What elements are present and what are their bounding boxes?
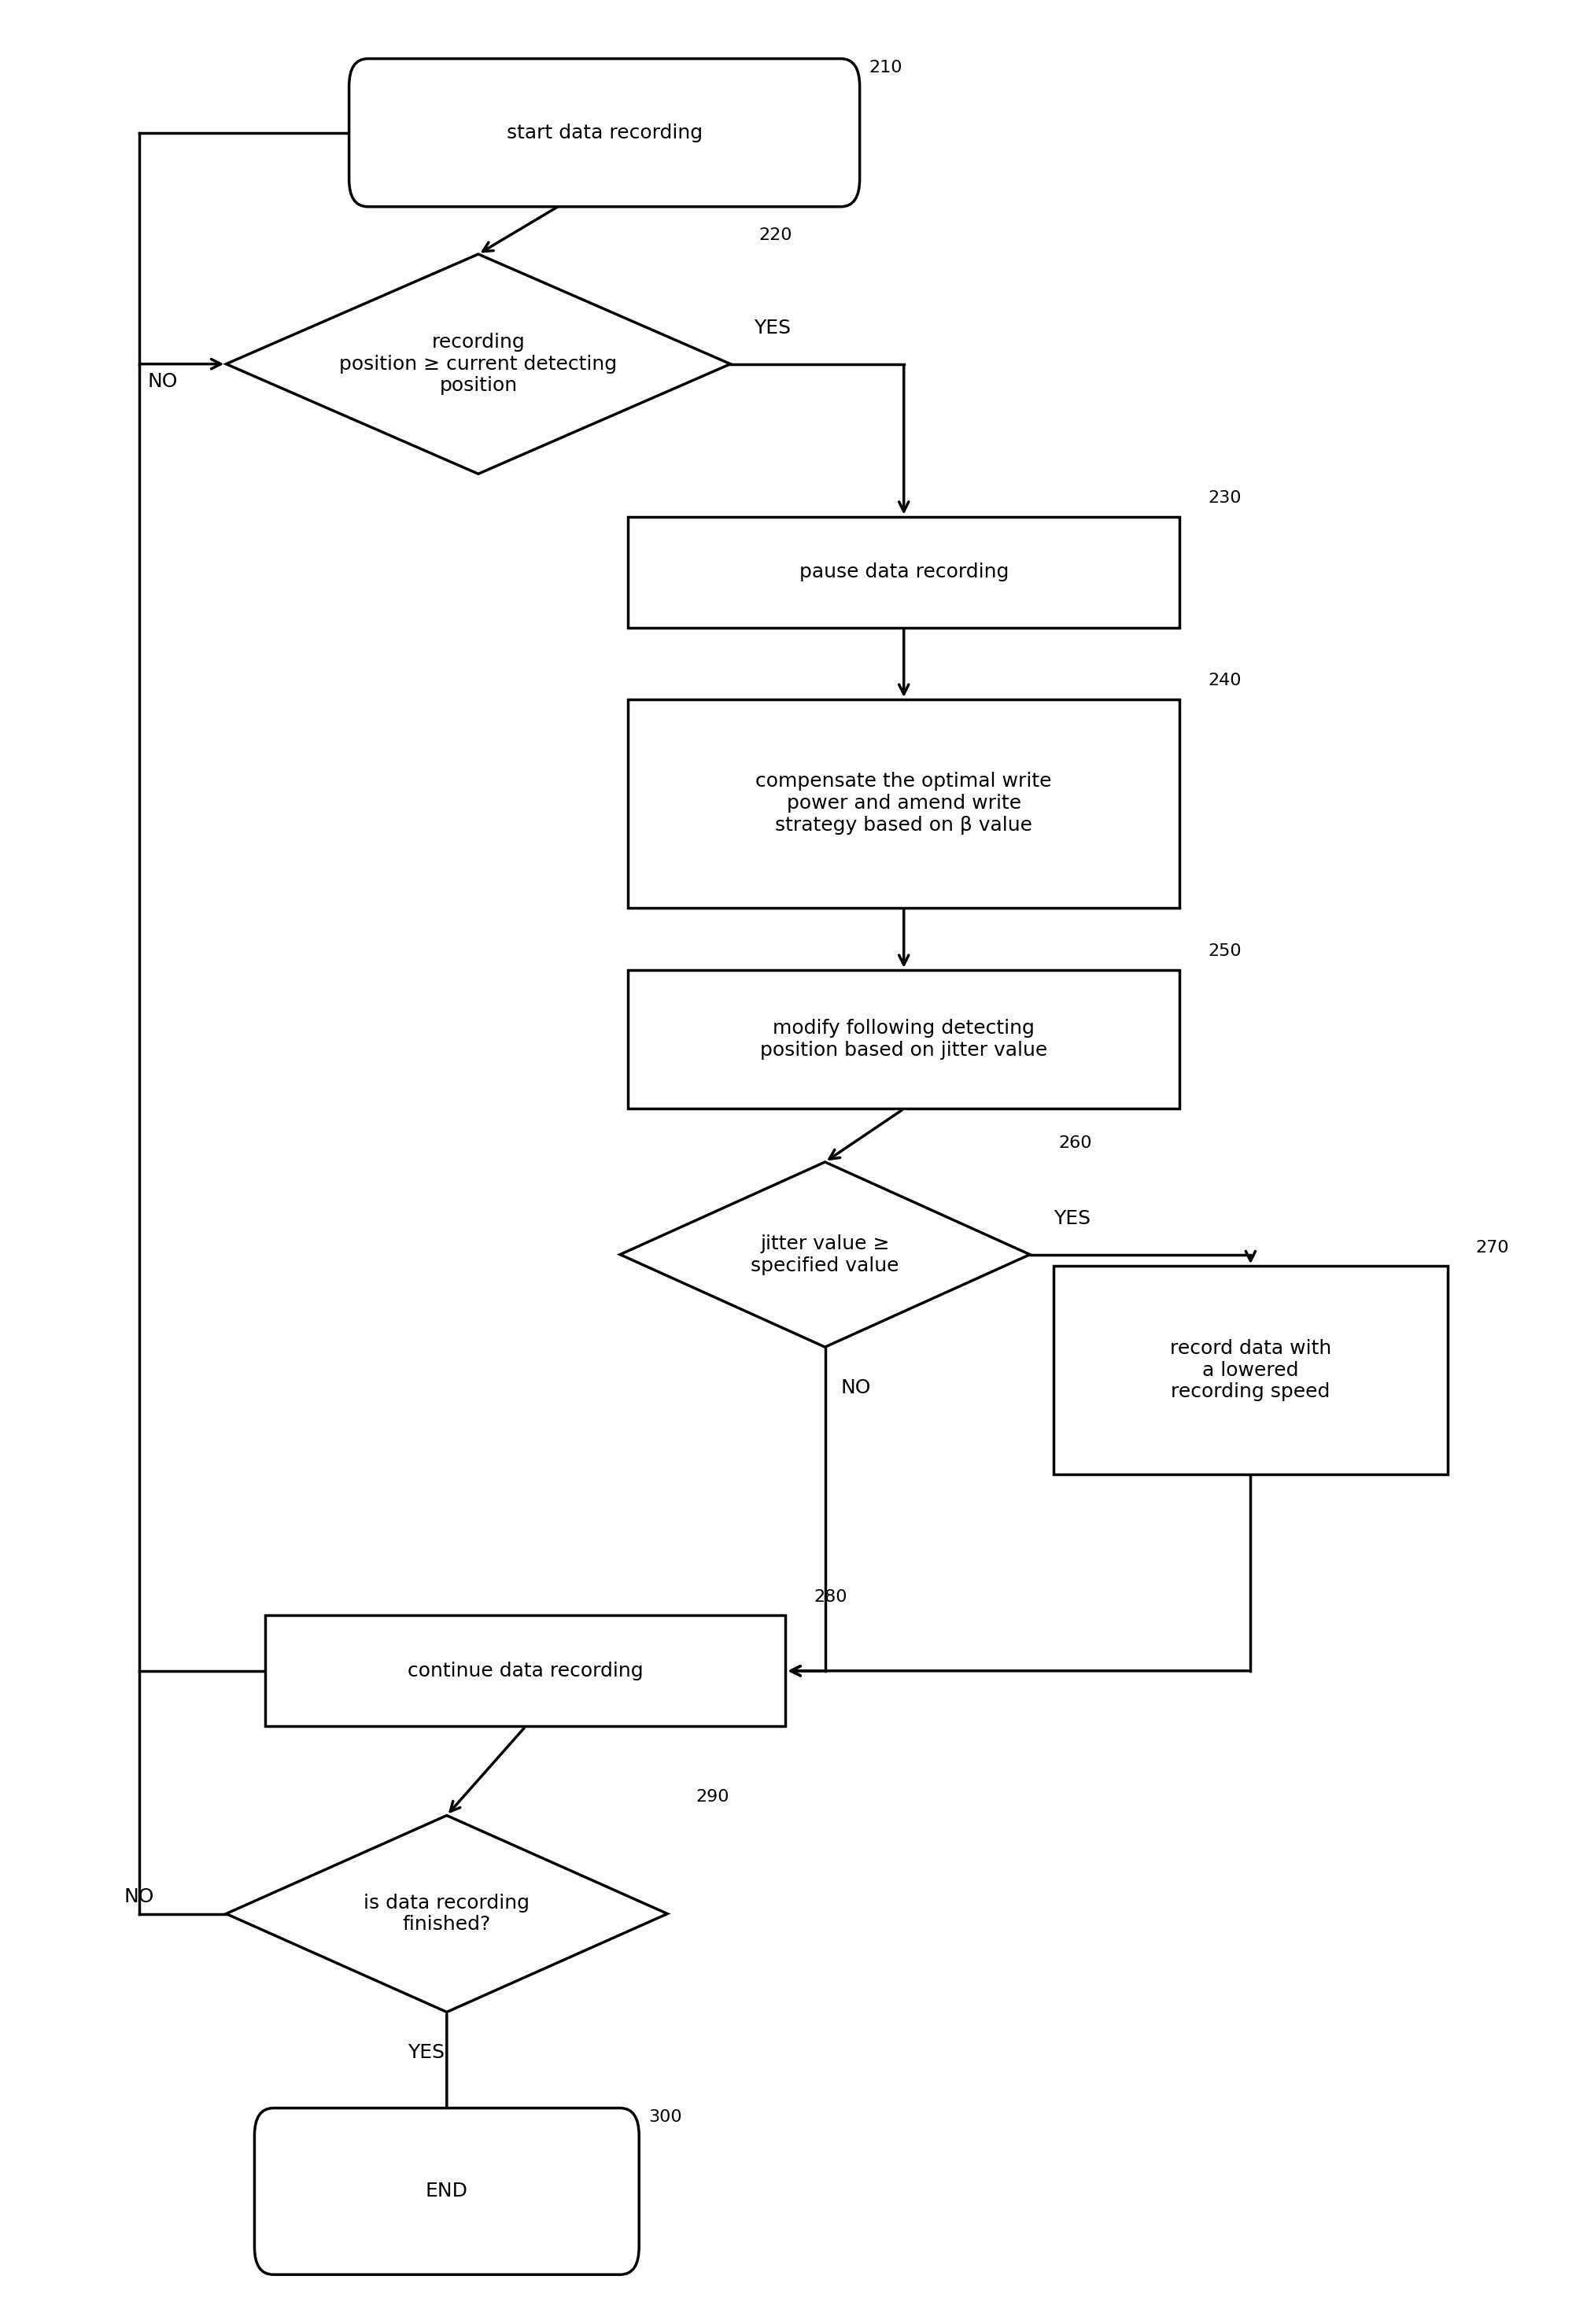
Bar <box>628 700 1179 909</box>
Text: record data with
a lowered
recording speed: record data with a lowered recording spe… <box>1170 1339 1331 1401</box>
Text: modify following detecting
position based on jitter value: modify following detecting position base… <box>760 1018 1047 1060</box>
Text: recording
position ≥ current detecting
position: recording position ≥ current detecting p… <box>340 332 617 395</box>
Bar <box>1054 1267 1447 1473</box>
Text: 290: 290 <box>695 1789 728 1806</box>
Text: YES: YES <box>1054 1208 1090 1229</box>
Text: 220: 220 <box>759 228 792 244</box>
Text: 210: 210 <box>870 60 903 77</box>
Polygon shape <box>225 253 730 474</box>
FancyBboxPatch shape <box>349 58 860 207</box>
Text: YES: YES <box>754 318 790 337</box>
FancyBboxPatch shape <box>254 2108 640 2275</box>
Text: jitter value ≥
specified value: jitter value ≥ specified value <box>751 1234 900 1276</box>
Text: NO: NO <box>124 1887 154 1906</box>
Text: continue data recording: continue data recording <box>408 1662 643 1680</box>
Text: 240: 240 <box>1208 674 1241 688</box>
Bar <box>628 516 1179 627</box>
Text: 270: 270 <box>1476 1239 1509 1255</box>
Text: 280: 280 <box>814 1590 847 1604</box>
Text: NO: NO <box>148 372 178 390</box>
Text: is data recording
finished?: is data recording finished? <box>363 1894 530 1934</box>
Text: 250: 250 <box>1208 944 1241 960</box>
Polygon shape <box>621 1162 1030 1348</box>
Text: 300: 300 <box>649 2110 682 2124</box>
Text: YES: YES <box>408 2043 444 2061</box>
Text: compensate the optimal write
power and amend write
strategy based on β value: compensate the optimal write power and a… <box>755 772 1052 834</box>
Text: pause data recording: pause data recording <box>798 562 1009 581</box>
Text: 260: 260 <box>1059 1136 1092 1150</box>
Text: start data recording: start data recording <box>506 123 703 142</box>
Bar <box>265 1615 786 1727</box>
Text: NO: NO <box>841 1378 871 1397</box>
Polygon shape <box>225 1815 668 2013</box>
Text: END: END <box>425 2182 468 2201</box>
Bar <box>628 969 1179 1109</box>
Text: 230: 230 <box>1208 490 1241 507</box>
